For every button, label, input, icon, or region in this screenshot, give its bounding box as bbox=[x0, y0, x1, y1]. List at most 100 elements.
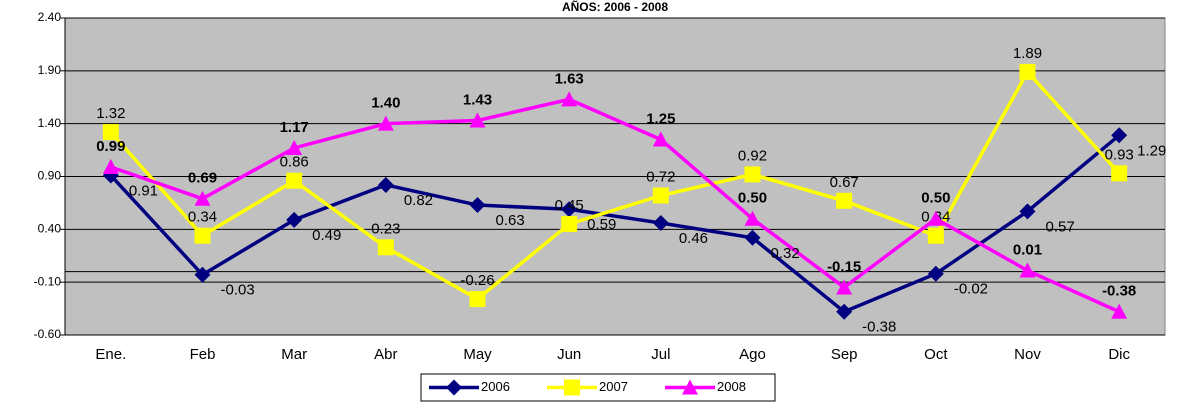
data-point bbox=[377, 239, 394, 256]
x-tick-label: Dic bbox=[1108, 346, 1130, 363]
data-point bbox=[286, 139, 303, 155]
data-point bbox=[652, 187, 669, 204]
data-point bbox=[927, 210, 944, 226]
data-label: 0.69 bbox=[188, 170, 217, 187]
data-point bbox=[102, 158, 119, 174]
x-tick-label: Nov bbox=[1014, 346, 1041, 363]
chart-title: AÑOS: 2006 - 2008 bbox=[562, 0, 668, 14]
x-tick-label: Mar bbox=[281, 346, 307, 363]
data-point bbox=[1111, 165, 1128, 182]
data-point bbox=[927, 227, 944, 244]
data-label: 0.32 bbox=[771, 245, 800, 262]
legend-box bbox=[420, 373, 776, 402]
data-point bbox=[469, 197, 486, 214]
data-point bbox=[469, 112, 486, 128]
data-label: 0.23 bbox=[371, 220, 400, 237]
data-point bbox=[377, 115, 394, 131]
data-label: 0.01 bbox=[1013, 242, 1042, 259]
data-point bbox=[194, 190, 211, 206]
data-label: 0.82 bbox=[404, 192, 433, 209]
legend-label: 2008 bbox=[717, 379, 746, 394]
data-label: 0.93 bbox=[1105, 146, 1134, 163]
data-label: 0.45 bbox=[555, 197, 584, 214]
data-point bbox=[194, 266, 211, 283]
data-label: 0.63 bbox=[496, 212, 525, 229]
data-label: 1.17 bbox=[280, 119, 309, 136]
y-tick-label: 1.90 bbox=[38, 63, 62, 77]
y-tick-label: 0.90 bbox=[38, 169, 62, 183]
x-tick-label: Ago bbox=[739, 346, 766, 363]
data-label: 0.34 bbox=[188, 209, 217, 226]
x-tick-label: May bbox=[463, 346, 492, 363]
data-label: 0.67 bbox=[830, 174, 859, 191]
data-point bbox=[561, 201, 578, 218]
data-label: 0.86 bbox=[280, 154, 309, 171]
data-label: 0.46 bbox=[679, 230, 708, 247]
series-line bbox=[109, 68, 1121, 302]
data-point bbox=[744, 166, 761, 183]
data-label: 0.57 bbox=[1046, 218, 1075, 235]
data-label: 0.49 bbox=[312, 227, 341, 244]
x-tick-label: Sep bbox=[831, 346, 858, 363]
y-tick-label: 0.40 bbox=[38, 222, 62, 236]
data-label: 1.89 bbox=[1013, 45, 1042, 62]
data-point bbox=[1019, 63, 1036, 80]
data-point bbox=[286, 211, 303, 228]
data-point bbox=[1019, 203, 1036, 220]
y-tick-label: 2.40 bbox=[38, 10, 62, 24]
data-label: 0.92 bbox=[738, 147, 767, 164]
data-label: 1.63 bbox=[555, 70, 584, 87]
y-tick-label: -0.10 bbox=[34, 274, 62, 288]
data-label: 0.99 bbox=[96, 138, 125, 155]
x-tick-label: Feb bbox=[190, 346, 216, 363]
data-label: 1.32 bbox=[96, 105, 125, 122]
data-point bbox=[744, 229, 761, 246]
data-label: -0.38 bbox=[1102, 283, 1136, 300]
data-point bbox=[377, 176, 394, 193]
y-tick-label: 1.40 bbox=[38, 116, 62, 130]
data-point bbox=[744, 210, 761, 226]
data-label: 0.91 bbox=[129, 182, 158, 199]
legend-marker bbox=[682, 379, 698, 395]
data-label: 0.50 bbox=[921, 190, 950, 207]
data-point bbox=[836, 192, 853, 209]
legend-marker bbox=[446, 379, 462, 396]
data-point bbox=[836, 303, 853, 320]
data-label: -0.03 bbox=[221, 282, 255, 299]
data-point bbox=[927, 265, 944, 282]
data-label: -0.02 bbox=[954, 281, 988, 298]
data-label: 0.59 bbox=[587, 216, 616, 233]
data-point bbox=[1111, 303, 1128, 319]
data-label: -0.15 bbox=[827, 258, 861, 275]
data-label: -0.26 bbox=[460, 272, 494, 289]
data-point bbox=[469, 291, 486, 308]
x-tick-label: Jul bbox=[651, 346, 670, 363]
data-label: 1.40 bbox=[371, 95, 400, 112]
data-point bbox=[1019, 262, 1036, 278]
legend-label: 2007 bbox=[599, 379, 628, 394]
x-tick-label: Ene. bbox=[95, 346, 126, 363]
data-point bbox=[194, 227, 211, 244]
x-tick-label: Oct bbox=[924, 346, 948, 363]
series-line bbox=[109, 133, 1121, 314]
data-point bbox=[652, 214, 669, 231]
legend-marker bbox=[564, 379, 580, 396]
data-point bbox=[286, 172, 303, 189]
data-point bbox=[102, 124, 119, 141]
data-label: 1.43 bbox=[463, 91, 492, 108]
data-label: -0.38 bbox=[862, 319, 896, 336]
data-label: 1.29 bbox=[1137, 142, 1166, 159]
data-label: 0.50 bbox=[738, 190, 767, 207]
data-point bbox=[652, 131, 669, 147]
data-label: 1.25 bbox=[646, 110, 675, 127]
series-line bbox=[110, 97, 1120, 314]
data-point bbox=[1111, 127, 1128, 144]
data-point bbox=[836, 279, 853, 295]
data-label: 0.72 bbox=[646, 168, 675, 185]
x-tick-label: Abr bbox=[374, 346, 397, 363]
y-tick-label: -0.60 bbox=[34, 327, 62, 341]
data-point bbox=[561, 216, 578, 233]
x-tick-label: Jun bbox=[557, 346, 581, 363]
